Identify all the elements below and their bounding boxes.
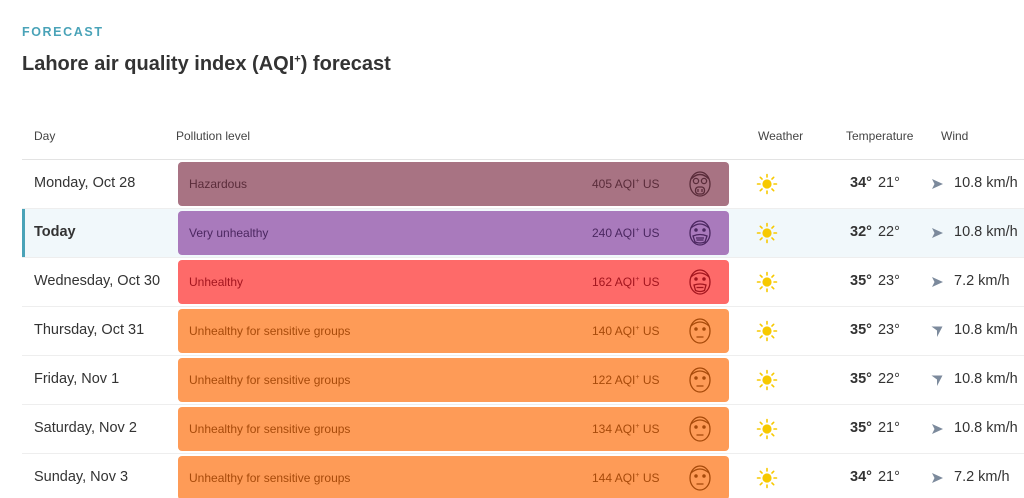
sun-icon xyxy=(756,467,778,489)
pollution-bar: Unhealthy for sensitive groups 122 AQI+ … xyxy=(178,358,729,402)
arrow-right-icon xyxy=(932,179,943,189)
arrow-right-icon xyxy=(932,277,943,287)
day-label: Thursday, Oct 31 xyxy=(34,322,145,338)
temperature: 34° 21° xyxy=(850,469,900,485)
forecast-row[interactable]: Monday, Oct 28 Hazardous 405 AQI+ US 34°… xyxy=(22,160,1024,209)
pollution-level-label: Unhealthy xyxy=(189,275,244,289)
neutral-face-icon xyxy=(689,416,711,442)
pollution-level-label: Unhealthy for sensitive groups xyxy=(189,471,351,485)
column-header-day: Day xyxy=(34,129,56,143)
aqi-value: 240 AQI+ US xyxy=(592,226,660,240)
column-header-wind: Wind xyxy=(941,129,969,143)
day-label: Friday, Nov 1 xyxy=(34,371,120,387)
section-eyebrow: FORECAST xyxy=(22,25,104,39)
aqi-value: 122 AQI+ US xyxy=(592,373,660,387)
day-label: Sunday, Nov 3 xyxy=(34,469,129,485)
sun-icon xyxy=(756,418,778,440)
forecast-row[interactable]: Sunday, Nov 3 Unhealthy for sensitive gr… xyxy=(22,454,1024,498)
temperature: 32° 22° xyxy=(850,224,900,240)
wind-speed: 10.8 km/h xyxy=(954,175,1018,191)
column-header-pollution: Pollution level xyxy=(176,129,251,143)
temperature: 35° 23° xyxy=(850,322,900,338)
forecast-row-today[interactable]: Today Very unhealthy 240 AQI+ US 32° 22° … xyxy=(22,209,1024,258)
aqi-value: 140 AQI+ US xyxy=(592,324,660,338)
neutral-face-icon xyxy=(689,367,711,393)
column-header-temperature: Temperature xyxy=(846,129,914,143)
neutral-face-icon xyxy=(689,318,711,344)
pollution-bar: Hazardous 405 AQI+ US xyxy=(178,162,729,206)
forecast-table: Day Pollution level Weather Temperature … xyxy=(22,117,1024,498)
arrow-right-icon xyxy=(932,228,943,238)
pollution-bar: Unhealthy for sensitive groups 134 AQI+ … xyxy=(178,407,729,451)
sun-icon xyxy=(756,173,778,195)
sun-icon xyxy=(756,320,778,342)
temperature: 34° 21° xyxy=(850,175,900,191)
mask-face-icon xyxy=(689,269,711,295)
wind-speed: 7.2 km/h xyxy=(954,273,1010,289)
day-label: Monday, Oct 28 xyxy=(34,175,136,191)
pollution-bar: Unhealthy for sensitive groups 144 AQI+ … xyxy=(178,456,729,498)
forecast-row[interactable]: Thursday, Oct 31 Unhealthy for sensitive… xyxy=(22,307,1024,356)
pollution-level-label: Unhealthy for sensitive groups xyxy=(189,373,351,387)
aqi-value: 405 AQI+ US xyxy=(592,177,660,191)
day-label: Saturday, Nov 2 xyxy=(34,420,137,436)
day-label: Today xyxy=(34,224,76,240)
table-header: Day Pollution level Weather Temperature … xyxy=(22,117,1024,160)
forecast-row[interactable]: Saturday, Nov 2 Unhealthy for sensitive … xyxy=(22,405,1024,454)
temperature: 35° 22° xyxy=(850,371,900,387)
pollution-level-label: Unhealthy for sensitive groups xyxy=(189,324,351,338)
sun-icon xyxy=(756,222,778,244)
aqi-value: 162 AQI+ US xyxy=(592,275,660,289)
wind-speed: 10.8 km/h xyxy=(954,322,1018,338)
today-marker xyxy=(22,209,25,257)
wind-speed: 10.8 km/h xyxy=(954,371,1018,387)
arrow-right-icon xyxy=(932,424,943,434)
forecast-row[interactable]: Wednesday, Oct 30 Unhealthy 162 AQI+ US … xyxy=(22,258,1024,307)
forecast-row[interactable]: Friday, Nov 1 Unhealthy for sensitive gr… xyxy=(22,356,1024,405)
temperature: 35° 23° xyxy=(850,273,900,289)
wind-speed: 10.8 km/h xyxy=(954,420,1018,436)
aqi-value: 144 AQI+ US xyxy=(592,471,660,485)
gas-mask-face-icon xyxy=(689,171,711,197)
wind-speed: 7.2 km/h xyxy=(954,469,1010,485)
temperature: 35° 21° xyxy=(850,420,900,436)
arrow-down-icon xyxy=(931,326,943,337)
arrow-down-icon xyxy=(931,375,943,386)
wind-speed: 10.8 km/h xyxy=(954,224,1018,240)
page-title: Lahore air quality index (AQI+) forecast xyxy=(22,53,391,75)
pollution-bar: Unhealthy for sensitive groups 140 AQI+ … xyxy=(178,309,729,353)
arrow-right-icon xyxy=(932,473,943,483)
pollution-bar: Very unhealthy 240 AQI+ US xyxy=(178,211,729,255)
neutral-face-icon xyxy=(689,465,711,491)
day-label: Wednesday, Oct 30 xyxy=(34,273,161,289)
column-header-weather: Weather xyxy=(758,129,804,143)
pollution-level-label: Unhealthy for sensitive groups xyxy=(189,422,351,436)
mask-face-icon xyxy=(689,220,711,246)
pollution-level-label: Hazardous xyxy=(189,177,248,191)
sun-icon xyxy=(756,271,778,293)
pollution-bar: Unhealthy 162 AQI+ US xyxy=(178,260,729,304)
sun-icon xyxy=(756,369,778,391)
pollution-level-label: Very unhealthy xyxy=(189,226,269,240)
aqi-value: 134 AQI+ US xyxy=(592,422,660,436)
